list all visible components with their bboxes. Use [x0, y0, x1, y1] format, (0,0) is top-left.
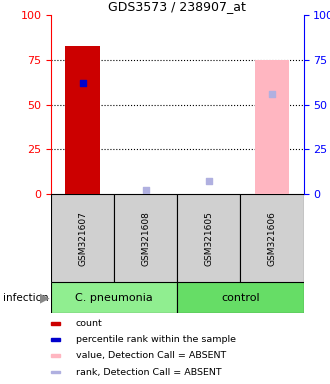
Bar — [65, 46, 100, 194]
Title: GDS3573 / 238907_at: GDS3573 / 238907_at — [109, 0, 246, 13]
Text: infection: infection — [3, 293, 49, 303]
Point — [80, 80, 85, 86]
Point — [206, 178, 212, 184]
Text: GSM321605: GSM321605 — [204, 211, 214, 265]
Bar — [51, 321, 60, 324]
Bar — [178, 194, 241, 282]
Text: rank, Detection Call = ABSENT: rank, Detection Call = ABSENT — [76, 367, 221, 376]
Text: value, Detection Call = ABSENT: value, Detection Call = ABSENT — [76, 351, 226, 360]
Bar — [51, 194, 114, 282]
Bar — [241, 194, 304, 282]
Bar — [51, 371, 60, 374]
Bar — [114, 194, 178, 282]
Bar — [178, 282, 304, 313]
Text: control: control — [221, 293, 260, 303]
Text: percentile rank within the sample: percentile rank within the sample — [76, 335, 236, 344]
Bar — [51, 338, 60, 341]
Point — [143, 187, 148, 194]
Bar — [255, 60, 289, 194]
Text: ▶: ▶ — [40, 291, 50, 304]
Text: GSM321607: GSM321607 — [78, 211, 87, 265]
Text: C. pneumonia: C. pneumonia — [75, 293, 153, 303]
Bar — [51, 354, 60, 357]
Text: GSM321606: GSM321606 — [268, 211, 277, 265]
Text: count: count — [76, 319, 102, 328]
Bar — [51, 282, 178, 313]
Point — [269, 91, 275, 97]
Text: GSM321608: GSM321608 — [141, 211, 150, 265]
